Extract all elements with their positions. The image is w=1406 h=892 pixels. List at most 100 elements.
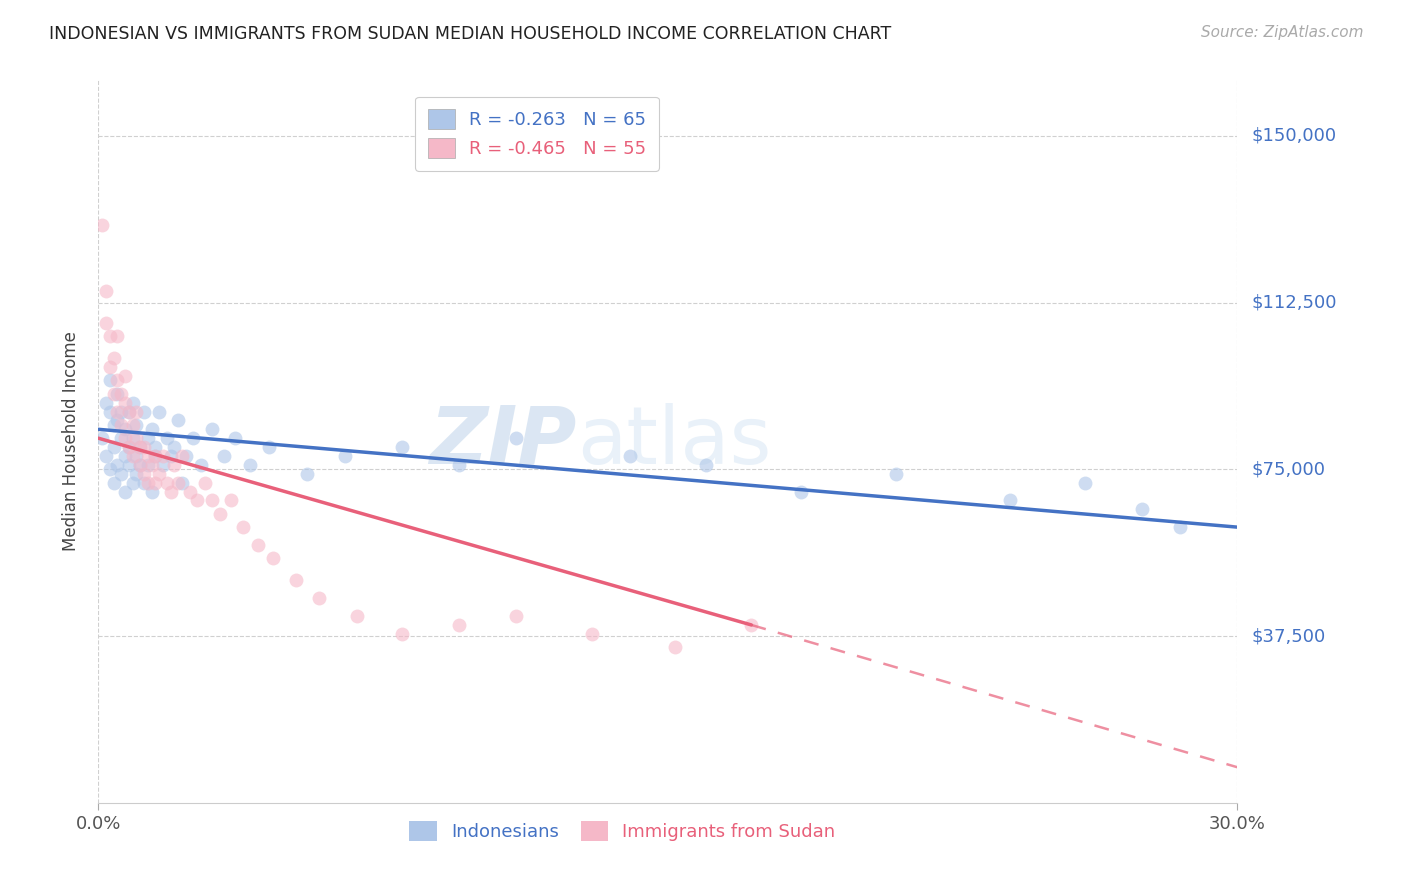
Point <box>107 386 129 401</box>
Point <box>170 449 193 463</box>
Point <box>94 395 117 409</box>
Point <box>152 449 174 463</box>
Point <box>740 618 762 632</box>
Point <box>118 440 141 454</box>
Point <box>163 440 186 454</box>
Point <box>1132 502 1154 516</box>
Point <box>103 351 125 366</box>
Point <box>118 404 141 418</box>
Point <box>129 440 152 454</box>
Point <box>132 440 155 454</box>
Point <box>114 395 136 409</box>
Point <box>110 431 132 445</box>
Point <box>136 458 159 472</box>
Point <box>121 431 143 445</box>
Point <box>136 475 159 490</box>
Point <box>114 431 136 445</box>
Point <box>190 458 212 472</box>
Text: $75,000: $75,000 <box>1251 460 1326 478</box>
Point <box>121 475 143 490</box>
Y-axis label: Median Household Income: Median Household Income <box>62 332 80 551</box>
Point <box>118 458 141 472</box>
Point <box>449 458 471 472</box>
Point <box>107 373 129 387</box>
Point <box>98 462 121 476</box>
Text: Source: ZipAtlas.com: Source: ZipAtlas.com <box>1201 25 1364 40</box>
Point <box>129 458 152 472</box>
Point <box>156 475 179 490</box>
Point <box>132 467 155 481</box>
Point <box>110 386 132 401</box>
Point <box>103 475 125 490</box>
Point <box>125 417 148 432</box>
Point <box>107 413 129 427</box>
Point <box>121 395 143 409</box>
Point <box>790 484 813 499</box>
Point <box>619 449 641 463</box>
Point <box>110 404 132 418</box>
Point <box>1074 475 1097 490</box>
Point <box>145 449 167 463</box>
Point <box>186 493 208 508</box>
Point <box>125 431 148 445</box>
Point <box>239 458 262 472</box>
Point <box>159 449 181 463</box>
Point <box>98 373 121 387</box>
Point <box>449 618 471 632</box>
Point <box>98 404 121 418</box>
Point <box>170 475 193 490</box>
Point <box>152 458 174 472</box>
Text: $37,500: $37,500 <box>1251 627 1326 645</box>
Text: $112,500: $112,500 <box>1251 293 1337 311</box>
Point <box>194 475 217 490</box>
Point <box>163 458 186 472</box>
Point <box>107 329 129 343</box>
Point <box>125 404 148 418</box>
Point <box>129 458 152 472</box>
Point <box>167 475 190 490</box>
Point <box>284 574 307 588</box>
Point <box>129 440 152 454</box>
Point <box>346 609 368 624</box>
Point <box>103 417 125 432</box>
Legend: Indonesians, Immigrants from Sudan: Indonesians, Immigrants from Sudan <box>399 810 846 852</box>
Point <box>121 449 143 463</box>
Point <box>91 431 114 445</box>
Point <box>141 458 163 472</box>
Point <box>297 467 319 481</box>
Point <box>884 467 907 481</box>
Point <box>505 609 527 624</box>
Point <box>335 449 357 463</box>
Point <box>141 484 163 499</box>
Point <box>114 449 136 463</box>
Point <box>145 440 167 454</box>
Point <box>581 627 603 641</box>
Point <box>167 413 190 427</box>
Point <box>391 627 413 641</box>
Point <box>201 422 224 436</box>
Point <box>114 484 136 499</box>
Point <box>208 507 231 521</box>
Text: atlas: atlas <box>576 402 770 481</box>
Point <box>103 386 125 401</box>
Point <box>221 493 243 508</box>
Text: $150,000: $150,000 <box>1251 127 1336 145</box>
Point <box>262 551 284 566</box>
Point <box>391 440 413 454</box>
Point <box>308 591 330 606</box>
Point <box>114 422 136 436</box>
Point <box>259 440 281 454</box>
Point <box>94 316 117 330</box>
Point <box>159 484 181 499</box>
Text: INDONESIAN VS IMMIGRANTS FROM SUDAN MEDIAN HOUSEHOLD INCOME CORRELATION CHART: INDONESIAN VS IMMIGRANTS FROM SUDAN MEDI… <box>49 25 891 43</box>
Point <box>132 404 155 418</box>
Point <box>110 417 132 432</box>
Point <box>1170 520 1192 534</box>
Point <box>179 484 201 499</box>
Point <box>132 475 155 490</box>
Point <box>998 493 1021 508</box>
Point <box>98 329 121 343</box>
Point <box>136 449 159 463</box>
Point <box>695 458 717 472</box>
Point <box>201 493 224 508</box>
